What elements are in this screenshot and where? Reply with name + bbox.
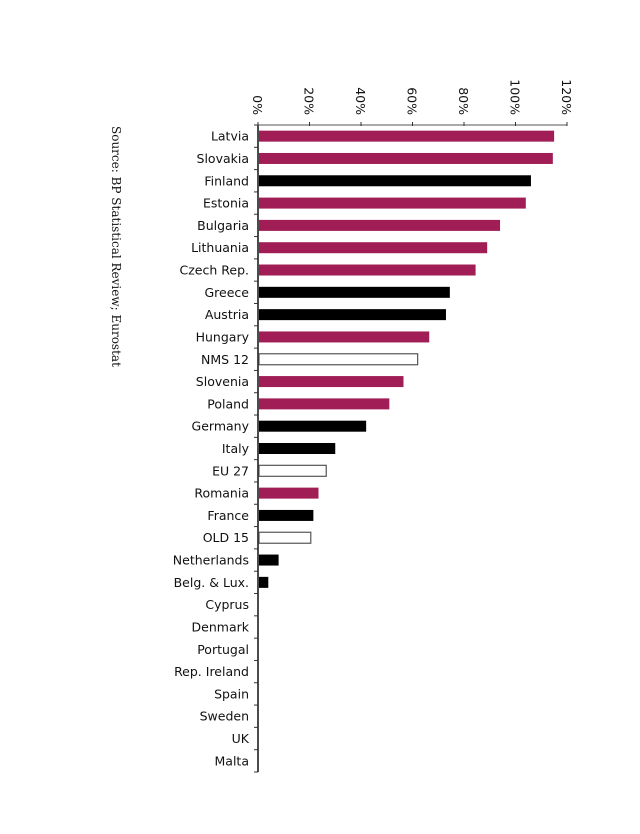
- bar: [259, 286, 450, 298]
- category-label: Poland: [207, 396, 249, 411]
- bar: [259, 242, 488, 254]
- bar: [259, 398, 390, 410]
- bar: [259, 331, 430, 343]
- category-label: Malta: [215, 753, 249, 768]
- x-tick-label: 100%: [508, 79, 523, 115]
- category-label: Portugal: [197, 642, 249, 657]
- category-label: Lithuania: [191, 240, 249, 255]
- bar: [259, 554, 279, 566]
- category-label: Romania: [194, 486, 249, 501]
- category-label: Hungary: [196, 329, 250, 344]
- category-label: Italy: [222, 441, 250, 456]
- x-tick-label: 0%: [250, 95, 265, 115]
- category-label: Spain: [214, 686, 249, 701]
- category-label: UK: [232, 731, 250, 746]
- category-label: Czech Rep.: [180, 263, 249, 278]
- x-tick-label: 120%: [559, 79, 574, 115]
- x-tick-label: 40%: [353, 87, 368, 115]
- category-label: OLD 15: [203, 530, 249, 545]
- x-tick-label: 20%: [302, 87, 317, 115]
- bars: [258, 130, 555, 588]
- category-label: Slovakia: [197, 151, 249, 166]
- category-label: Greece: [205, 285, 250, 300]
- category-label: Rep. Ireland: [174, 664, 249, 679]
- category-labels: Latvia Slovakia Finland Estonia Bulgaria Lith…: [173, 129, 250, 769]
- bar: [259, 197, 526, 209]
- category-label: Netherlands: [173, 553, 249, 568]
- x-tick-label: 60%: [405, 87, 420, 115]
- bar: [259, 219, 501, 231]
- bar: [259, 576, 269, 588]
- category-label: EU 27: [212, 463, 249, 478]
- category-label: Estonia: [203, 196, 249, 211]
- bar: [259, 264, 476, 276]
- category-label: Cyprus: [205, 597, 249, 612]
- category-label: Slovenia: [196, 374, 249, 389]
- bar: [259, 152, 553, 164]
- category-label: France: [207, 508, 249, 523]
- category-label: Belg. & Lux.: [174, 575, 249, 590]
- category-label: Austria: [205, 307, 249, 322]
- bar: [258, 353, 419, 366]
- bar: [259, 509, 314, 521]
- category-label: Bulgaria: [197, 218, 249, 233]
- x-tick-label: 80%: [456, 87, 471, 115]
- bar: [259, 309, 446, 321]
- bar: [258, 464, 327, 477]
- source-note: Source: BP Statistical Review; Eurostat: [109, 126, 123, 367]
- bar: [259, 175, 531, 187]
- category-label: Finland: [204, 173, 249, 188]
- bar: [259, 130, 555, 142]
- category-label: Latvia: [211, 129, 249, 144]
- bar: [258, 531, 312, 544]
- category-label: NMS 12: [201, 352, 249, 367]
- bar: [259, 443, 336, 454]
- category-label: Germany: [192, 419, 250, 434]
- bar: [259, 420, 367, 432]
- bar: [259, 376, 404, 388]
- bar: [259, 487, 319, 499]
- category-label: Denmark: [192, 619, 250, 634]
- x-axis: 0% 20% 40% 60% 80% 100% 120%: [250, 79, 574, 773]
- category-label: Sweden: [200, 709, 249, 724]
